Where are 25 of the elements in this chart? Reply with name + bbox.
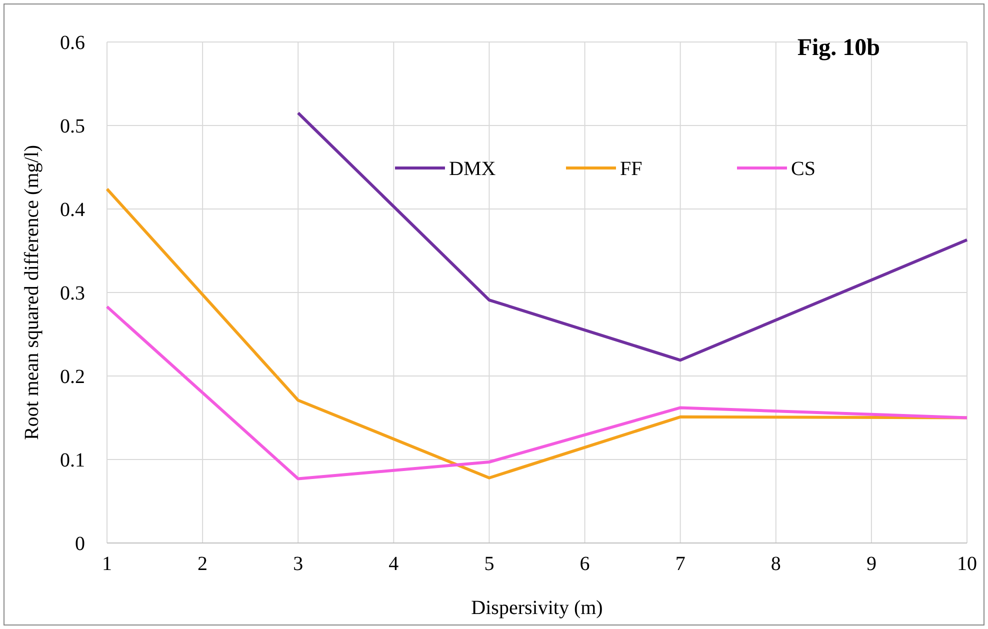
x-tick-label: 3 [293, 553, 304, 575]
y-axis-title: Root mean squared difference (mg/l) [21, 144, 43, 440]
y-tick-label: 0.3 [60, 282, 85, 304]
x-tick-label: 7 [675, 553, 686, 575]
x-tick-label: 9 [866, 553, 876, 575]
chart-title: Fig. 10b [797, 35, 880, 61]
y-tick-label: 0 [75, 533, 85, 555]
x-tick-label: 2 [198, 553, 208, 575]
y-tick-label: 0.6 [60, 32, 85, 54]
y-tick-label: 0.2 [60, 366, 85, 388]
x-tick-label: 4 [388, 553, 399, 575]
line-series [106, 305, 968, 480]
x-tick-label: 6 [580, 553, 590, 575]
x-tick-label: 1 [102, 553, 112, 575]
x-axis-title: Dispersivity (m) [471, 597, 603, 619]
legend-label: DMX [449, 158, 496, 180]
x-tick-label: 10 [957, 553, 977, 575]
y-tick-label: 0.1 [60, 450, 85, 472]
y-tick-label: 0.4 [60, 199, 85, 221]
y-tick-label: 0.5 [60, 116, 85, 138]
x-tick-label: 5 [484, 553, 494, 575]
line-series [296, 111, 968, 362]
legend-label: FF [620, 158, 642, 180]
legend-label: CS [791, 158, 816, 180]
x-tick-label: 8 [770, 553, 781, 575]
